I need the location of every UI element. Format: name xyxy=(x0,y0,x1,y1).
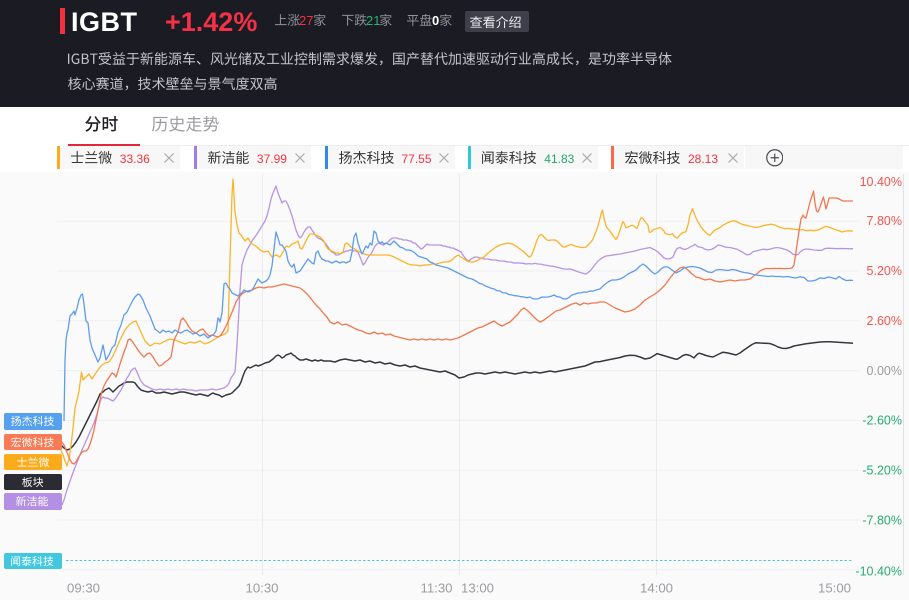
svg-text:14:00: 14:00 xyxy=(640,580,673,595)
svg-text:13:00: 13:00 xyxy=(461,580,494,595)
svg-text:10.40%: 10.40% xyxy=(860,175,902,189)
svg-text:-7.80%: -7.80% xyxy=(862,513,902,527)
svg-text:7.80%: 7.80% xyxy=(867,214,902,228)
svg-text:2.60%: 2.60% xyxy=(867,314,902,328)
svg-text:09:30: 09:30 xyxy=(67,580,100,595)
svg-text:-10.40%: -10.40% xyxy=(855,565,902,579)
svg-text:15:00: 15:00 xyxy=(818,580,851,595)
svg-text:-2.60%: -2.60% xyxy=(862,414,902,428)
svg-text:0.00%: 0.00% xyxy=(867,364,902,378)
svg-text:5.20%: 5.20% xyxy=(867,264,902,278)
svg-text:11:30: 11:30 xyxy=(420,580,452,595)
svg-text:10:30: 10:30 xyxy=(245,580,278,595)
svg-text:-5.20%: -5.20% xyxy=(862,464,902,478)
